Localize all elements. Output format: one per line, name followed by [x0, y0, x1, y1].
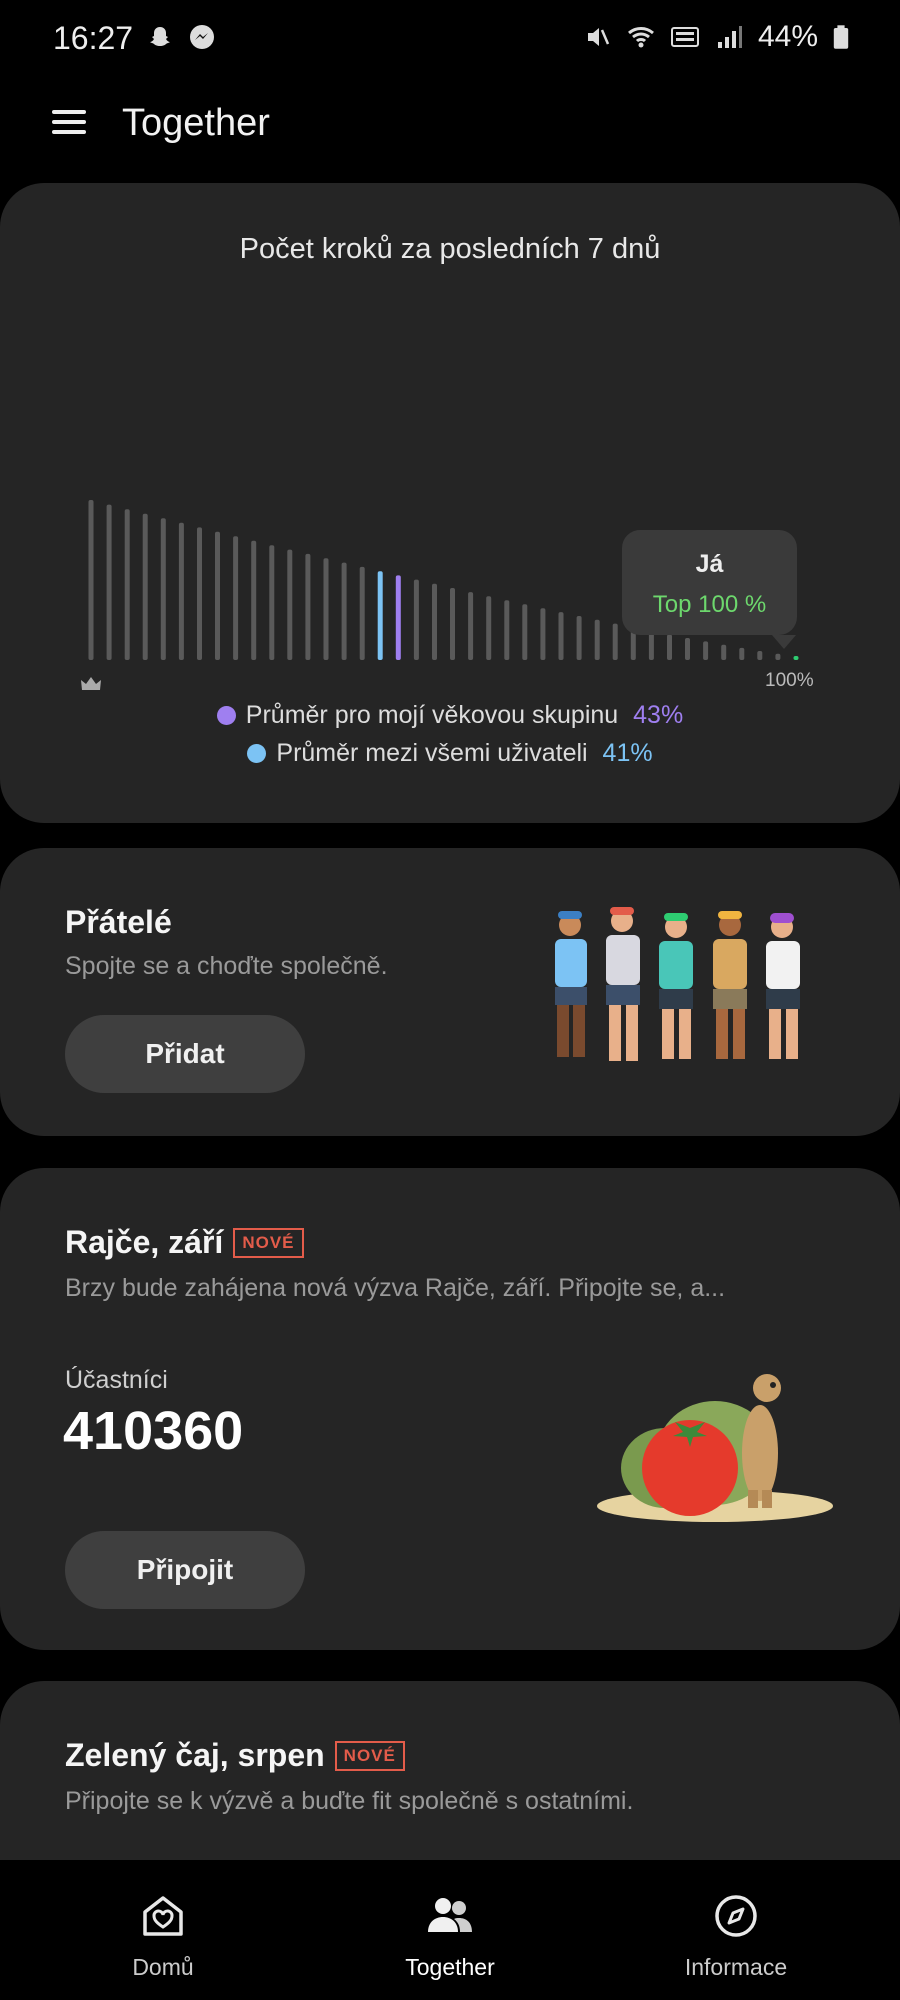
chart-bar [432, 583, 437, 660]
me-tooltip: Já Top 100 % [622, 530, 797, 649]
chart-bar [160, 518, 166, 660]
status-bar: 16:27 44% [0, 0, 900, 78]
menu-icon[interactable] [52, 104, 88, 140]
chart-bar [341, 562, 347, 660]
chart-bar [106, 504, 112, 660]
add-friend-button[interactable]: Přidat [65, 1015, 305, 1093]
chart-bar [178, 522, 184, 660]
chart-bar [739, 647, 745, 660]
tooltip-name: Já [695, 550, 724, 578]
bottom-nav: Domů Together Informace [0, 1860, 900, 2000]
nav-label: Together [405, 1954, 495, 1980]
nav-discover[interactable]: Informace [636, 1890, 836, 1981]
friends-subtitle: Spojte se a choďte společně. [65, 952, 388, 980]
crown-icon [81, 677, 101, 690]
join-challenge-button[interactable]: Připojit [65, 1531, 305, 1609]
chart-bar-all-users [377, 571, 383, 660]
chart-bar [612, 623, 618, 660]
nav-label: Informace [684, 1954, 788, 1980]
people-icon [428, 1898, 472, 1932]
chart-bar [648, 630, 654, 660]
new-badge: NOVÉ [334, 1741, 405, 1771]
chart-bar [233, 536, 239, 660]
challenge-card-tomato[interactable]: Rajče, září NOVÉ Brzy bude zahájena nová … [0, 1168, 900, 1650]
chart-bar [269, 545, 275, 660]
nav-home[interactable]: Domů [63, 1890, 263, 1981]
chart-bar [522, 604, 528, 660]
friends-illustration [555, 907, 800, 1061]
friends-card[interactable]: Přátelé Spojte se a choďte společně. Při… [0, 848, 900, 1136]
challenge-title: Zelený čaj, srpen [65, 1737, 325, 1773]
chart-bar [323, 558, 329, 660]
chart-bar [413, 579, 419, 660]
friends-title: Přátelé [65, 904, 172, 940]
page-title: Together [122, 102, 270, 144]
chart-bar [703, 641, 709, 660]
tomato-meerkat-illustration [597, 1374, 833, 1522]
chart-bar-me [793, 656, 799, 660]
legend-all-users: Průměr mezi všemi uživateli 41% [0, 739, 900, 768]
wifi-icon [627, 27, 654, 48]
compass-icon [715, 1895, 757, 1937]
chart-bar [251, 540, 257, 660]
legend-age-group: Průměr pro mojí věkovou skupinu 43% [0, 701, 900, 730]
new-badge: NOVÉ [233, 1228, 304, 1258]
chart-bar [667, 634, 672, 660]
messenger-icon [190, 25, 214, 49]
challenge-title: Rajče, září [65, 1224, 224, 1260]
battery-icon [833, 25, 849, 49]
chart-bar-age-group [395, 575, 401, 660]
chart-bar [215, 531, 220, 660]
tooltip-rank: Top 100 % [652, 591, 767, 618]
chart-bar [287, 549, 293, 660]
steps-chart [88, 500, 799, 660]
chart-bar [757, 651, 763, 660]
chart-bar [594, 619, 600, 660]
battery-percent: 44% [757, 20, 818, 53]
chart-bar [359, 566, 365, 660]
chart-bar [486, 596, 492, 660]
steps-title: Počet kroků za posledních 7 dnů [239, 233, 661, 265]
participants-label: Účastníci [65, 1366, 168, 1394]
chart-bar [305, 553, 311, 660]
chart-bar [775, 653, 781, 660]
legend-dot-blue [247, 744, 267, 763]
nav-together[interactable]: Together [350, 1890, 550, 1981]
chart-bar [540, 608, 546, 660]
chart-bar [468, 592, 474, 660]
app-bar: Together [0, 90, 900, 160]
nav-label: Domů [132, 1954, 194, 1980]
legend-dot-purple [216, 706, 236, 725]
legend-value: 41% [602, 739, 653, 767]
percent-end-label: 100% [765, 670, 814, 691]
mute-icon [587, 28, 610, 46]
legend-label: Průměr pro mojí věkovou skupinu [245, 701, 619, 729]
chart-bar [142, 513, 148, 660]
signal-icon [717, 26, 742, 48]
legend-value: 43% [633, 701, 684, 729]
chart-bar [450, 588, 455, 660]
chart-bar [685, 638, 690, 660]
chart-bar [576, 616, 582, 660]
steps-card[interactable]: Počet kroků za posledních 7 dnů 100% Já … [0, 183, 900, 823]
chart-bar [630, 627, 636, 660]
challenge-subtitle: Připojte se k výzvě a buďte fit společně… [65, 1787, 634, 1815]
home-heart-icon [143, 1896, 183, 1936]
chart-bar [504, 600, 510, 660]
participants-count: 410360 [63, 1401, 244, 1461]
chart-bar [197, 527, 202, 660]
chart-bar [124, 509, 130, 660]
chart-bar [88, 500, 94, 660]
status-time: 16:27 [53, 20, 134, 56]
chart-bar [721, 644, 727, 660]
snapchat-icon [150, 27, 170, 46]
legend-label: Průměr mezi všemi uživateli [276, 739, 588, 767]
challenge-subtitle: Brzy bude zahájena nová výzva Rajče, zář… [65, 1274, 726, 1302]
chart-bar [558, 612, 564, 660]
volte-icon [670, 27, 699, 47]
